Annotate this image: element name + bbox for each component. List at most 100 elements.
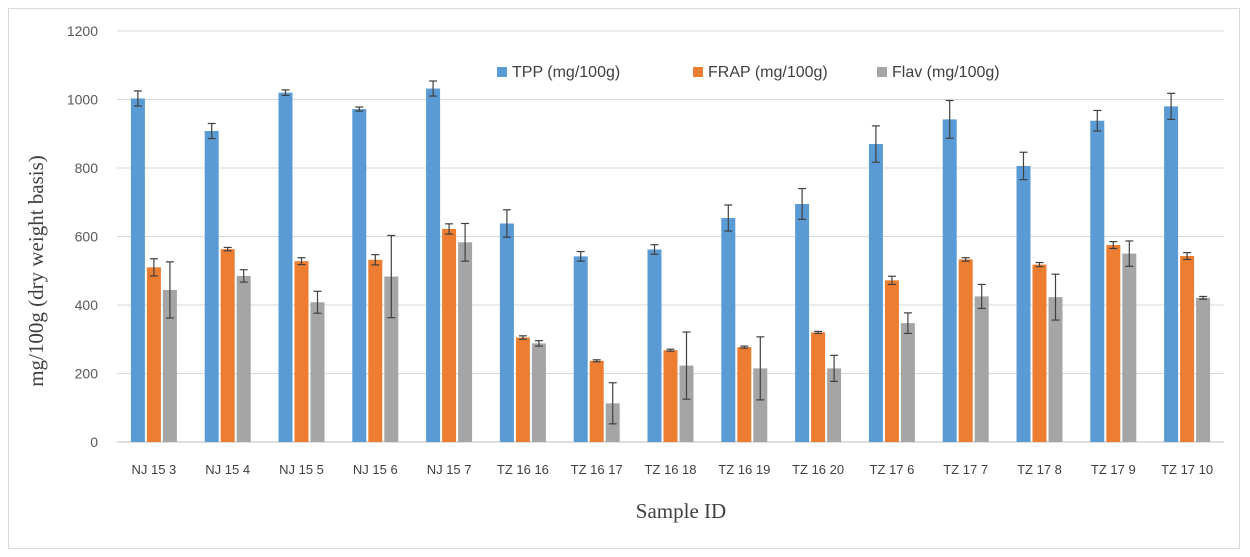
legend-item: Flav (mg/100g) (877, 64, 1000, 81)
error-bar (313, 290, 322, 314)
bar (442, 228, 457, 442)
x-tick-label: TZ 16 17 (571, 462, 623, 477)
legend-item: FRAP (mg/100g) (693, 64, 828, 81)
error-bar (502, 209, 511, 238)
y-tick-label: 1000 (67, 92, 98, 108)
error-bar (1051, 273, 1060, 321)
error-bar (608, 382, 617, 425)
bar (278, 92, 293, 443)
y-tick-label: 800 (75, 160, 99, 176)
error-bar (945, 99, 954, 139)
bar (130, 98, 145, 442)
bar (900, 323, 915, 442)
error-bar (223, 246, 232, 252)
error-bar (149, 258, 158, 277)
bar (974, 296, 989, 442)
bar (310, 302, 325, 442)
x-tick-label: NJ 15 6 (353, 462, 398, 477)
bars (130, 88, 1211, 443)
error-bar (887, 275, 896, 286)
bar (868, 144, 883, 442)
error-bar (650, 244, 659, 255)
bar (531, 343, 546, 442)
error-bar (1183, 251, 1192, 261)
bar (1032, 264, 1047, 442)
bar (737, 347, 752, 442)
x-tick-label: NJ 15 4 (205, 462, 250, 477)
error-bar (461, 222, 470, 262)
x-tick-labels: NJ 15 3 NJ 15 4 NJ 15 5 NJ 15 6 NJ 15 7 TZ 16… (131, 462, 1213, 477)
x-tick-label: TZ 16 20 (792, 462, 844, 477)
error-bar (830, 354, 839, 382)
x-tick-label: TZ 16 19 (718, 462, 770, 477)
bar (958, 259, 973, 442)
bar (458, 242, 473, 442)
legend: TPP (mg/100g) FRAP (mg/100g) Flav (mg/100g… (497, 64, 1000, 81)
bar (753, 368, 768, 442)
bar (795, 203, 810, 442)
bar (162, 289, 177, 442)
error-bar (814, 330, 823, 335)
bar (368, 259, 383, 442)
y-tick-label: 0 (90, 434, 98, 450)
x-tick-label: NJ 15 3 (131, 462, 176, 477)
bar (679, 365, 694, 442)
bar (204, 131, 219, 442)
y-tick-labels: 0 200 400 600 800 1000 1200 (67, 23, 98, 450)
bar (884, 280, 899, 442)
error-bar (903, 312, 912, 335)
y-tick-label: 400 (75, 297, 99, 313)
legend-swatch (693, 67, 703, 77)
bar (220, 249, 235, 442)
error-bar (297, 257, 306, 266)
bar (1048, 297, 1063, 442)
bar (499, 223, 514, 442)
error-bar (576, 250, 585, 262)
bar (942, 119, 957, 443)
bar (663, 350, 678, 442)
y-tick-label: 600 (75, 229, 99, 245)
bar (236, 275, 251, 442)
bar (573, 256, 588, 442)
error-bar (961, 257, 970, 262)
error-bar (371, 254, 380, 266)
error-bar (1199, 295, 1208, 300)
bar (589, 360, 604, 442)
x-tick-label: TZ 16 18 (644, 462, 696, 477)
error-bar (1109, 241, 1118, 250)
error-bar (518, 335, 527, 340)
x-tick-label: TZ 17 8 (1017, 462, 1062, 477)
error-bar (239, 269, 248, 283)
legend-label: FRAP (mg/100g) (708, 64, 828, 81)
error-bar (1167, 92, 1176, 120)
error-bar (207, 122, 216, 140)
legend-item: TPP (mg/100g) (497, 64, 620, 81)
error-bar (165, 261, 174, 319)
x-tick-label: TZ 17 7 (943, 462, 988, 477)
error-bar (429, 80, 438, 97)
bar (1180, 256, 1195, 442)
error-bar (756, 336, 765, 401)
bar (426, 88, 441, 442)
x-axis-title: Sample ID (636, 499, 726, 523)
error-bar (1019, 151, 1028, 181)
x-tick-label: TZ 16 16 (497, 462, 549, 477)
y-axis-title: mg/100g (dry weight basis) (24, 155, 48, 387)
error-bar (977, 283, 986, 310)
y-tick-label: 200 (75, 366, 99, 382)
x-tick-label: NJ 15 5 (279, 462, 324, 477)
x-tick-label: TZ 17 10 (1161, 462, 1213, 477)
bar (1164, 106, 1179, 442)
bar (1122, 253, 1137, 442)
error-bar (1125, 240, 1134, 267)
legend-swatch (877, 67, 887, 77)
bar (811, 332, 826, 442)
bar (827, 368, 842, 442)
error-bar (534, 340, 543, 347)
bar (721, 218, 736, 442)
bar (1106, 245, 1121, 442)
error-bar (445, 223, 454, 235)
error-bar (740, 345, 749, 349)
error-bar (1093, 109, 1102, 132)
